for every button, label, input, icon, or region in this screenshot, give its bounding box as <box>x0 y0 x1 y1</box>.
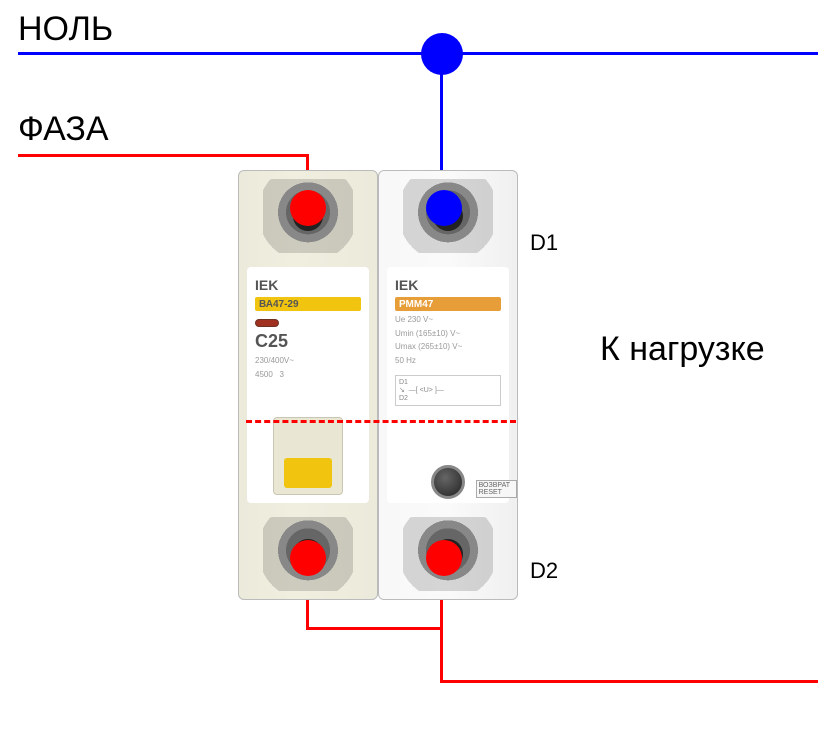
relay-line3: Umax (265±10) V~ <box>395 342 501 352</box>
out-join-wire-h <box>306 627 443 630</box>
d2-label: D2 <box>530 558 558 584</box>
relay-line2: Umin (165±10) V~ <box>395 329 501 339</box>
neutral-label: НОЛЬ <box>18 10 113 49</box>
relay-line1: Ue 230 V~ <box>395 315 501 325</box>
mcb-indicator-led <box>255 319 279 327</box>
d1-label: D1 <box>530 230 558 256</box>
mcb-out-node <box>290 540 326 576</box>
mcb-breaking: 4500 3 <box>255 370 361 380</box>
relay-reset-button[interactable] <box>431 465 465 499</box>
relay-line4: 50 Hz <box>395 356 501 366</box>
mcb-device: IEK ВА47-29 C25 230/400V~ 4500 3 <box>238 170 378 600</box>
toggle-dash-line <box>246 420 516 423</box>
relay-reset-label: ВОЗВРАТ RESET <box>476 480 517 498</box>
mcb-voltage: 230/400V~ <box>255 356 361 366</box>
relay-brand: IEK <box>395 277 501 293</box>
voltage-relay-device: IEK РММ47 Ue 230 V~ Umin (165±10) V~ Uma… <box>378 170 518 600</box>
load-wire-down <box>440 627 443 683</box>
mcb-model-stripe: ВА47-29 <box>255 297 361 311</box>
relay-neutral-node <box>426 190 462 226</box>
mcb-brand: IEK <box>255 277 361 293</box>
relay-diagram: D1 ↘ —[ <U> ]— D2 <box>395 375 501 406</box>
relay-model-stripe: РММ47 <box>395 297 501 311</box>
mcb-rating: C25 <box>255 331 361 352</box>
mcb-phase-in-node <box>290 190 326 226</box>
neutral-tap-node <box>421 33 463 75</box>
neutral-wire-h <box>18 52 818 55</box>
relay-out-node <box>426 540 462 576</box>
load-wire-right <box>440 680 818 683</box>
phase-label: ФАЗА <box>18 110 109 149</box>
mcb-toggle[interactable] <box>273 417 343 495</box>
mcb-face: IEK ВА47-29 C25 230/400V~ 4500 3 <box>247 267 369 503</box>
phase-wire-h <box>18 154 308 157</box>
load-label: К нагрузке <box>600 330 765 369</box>
